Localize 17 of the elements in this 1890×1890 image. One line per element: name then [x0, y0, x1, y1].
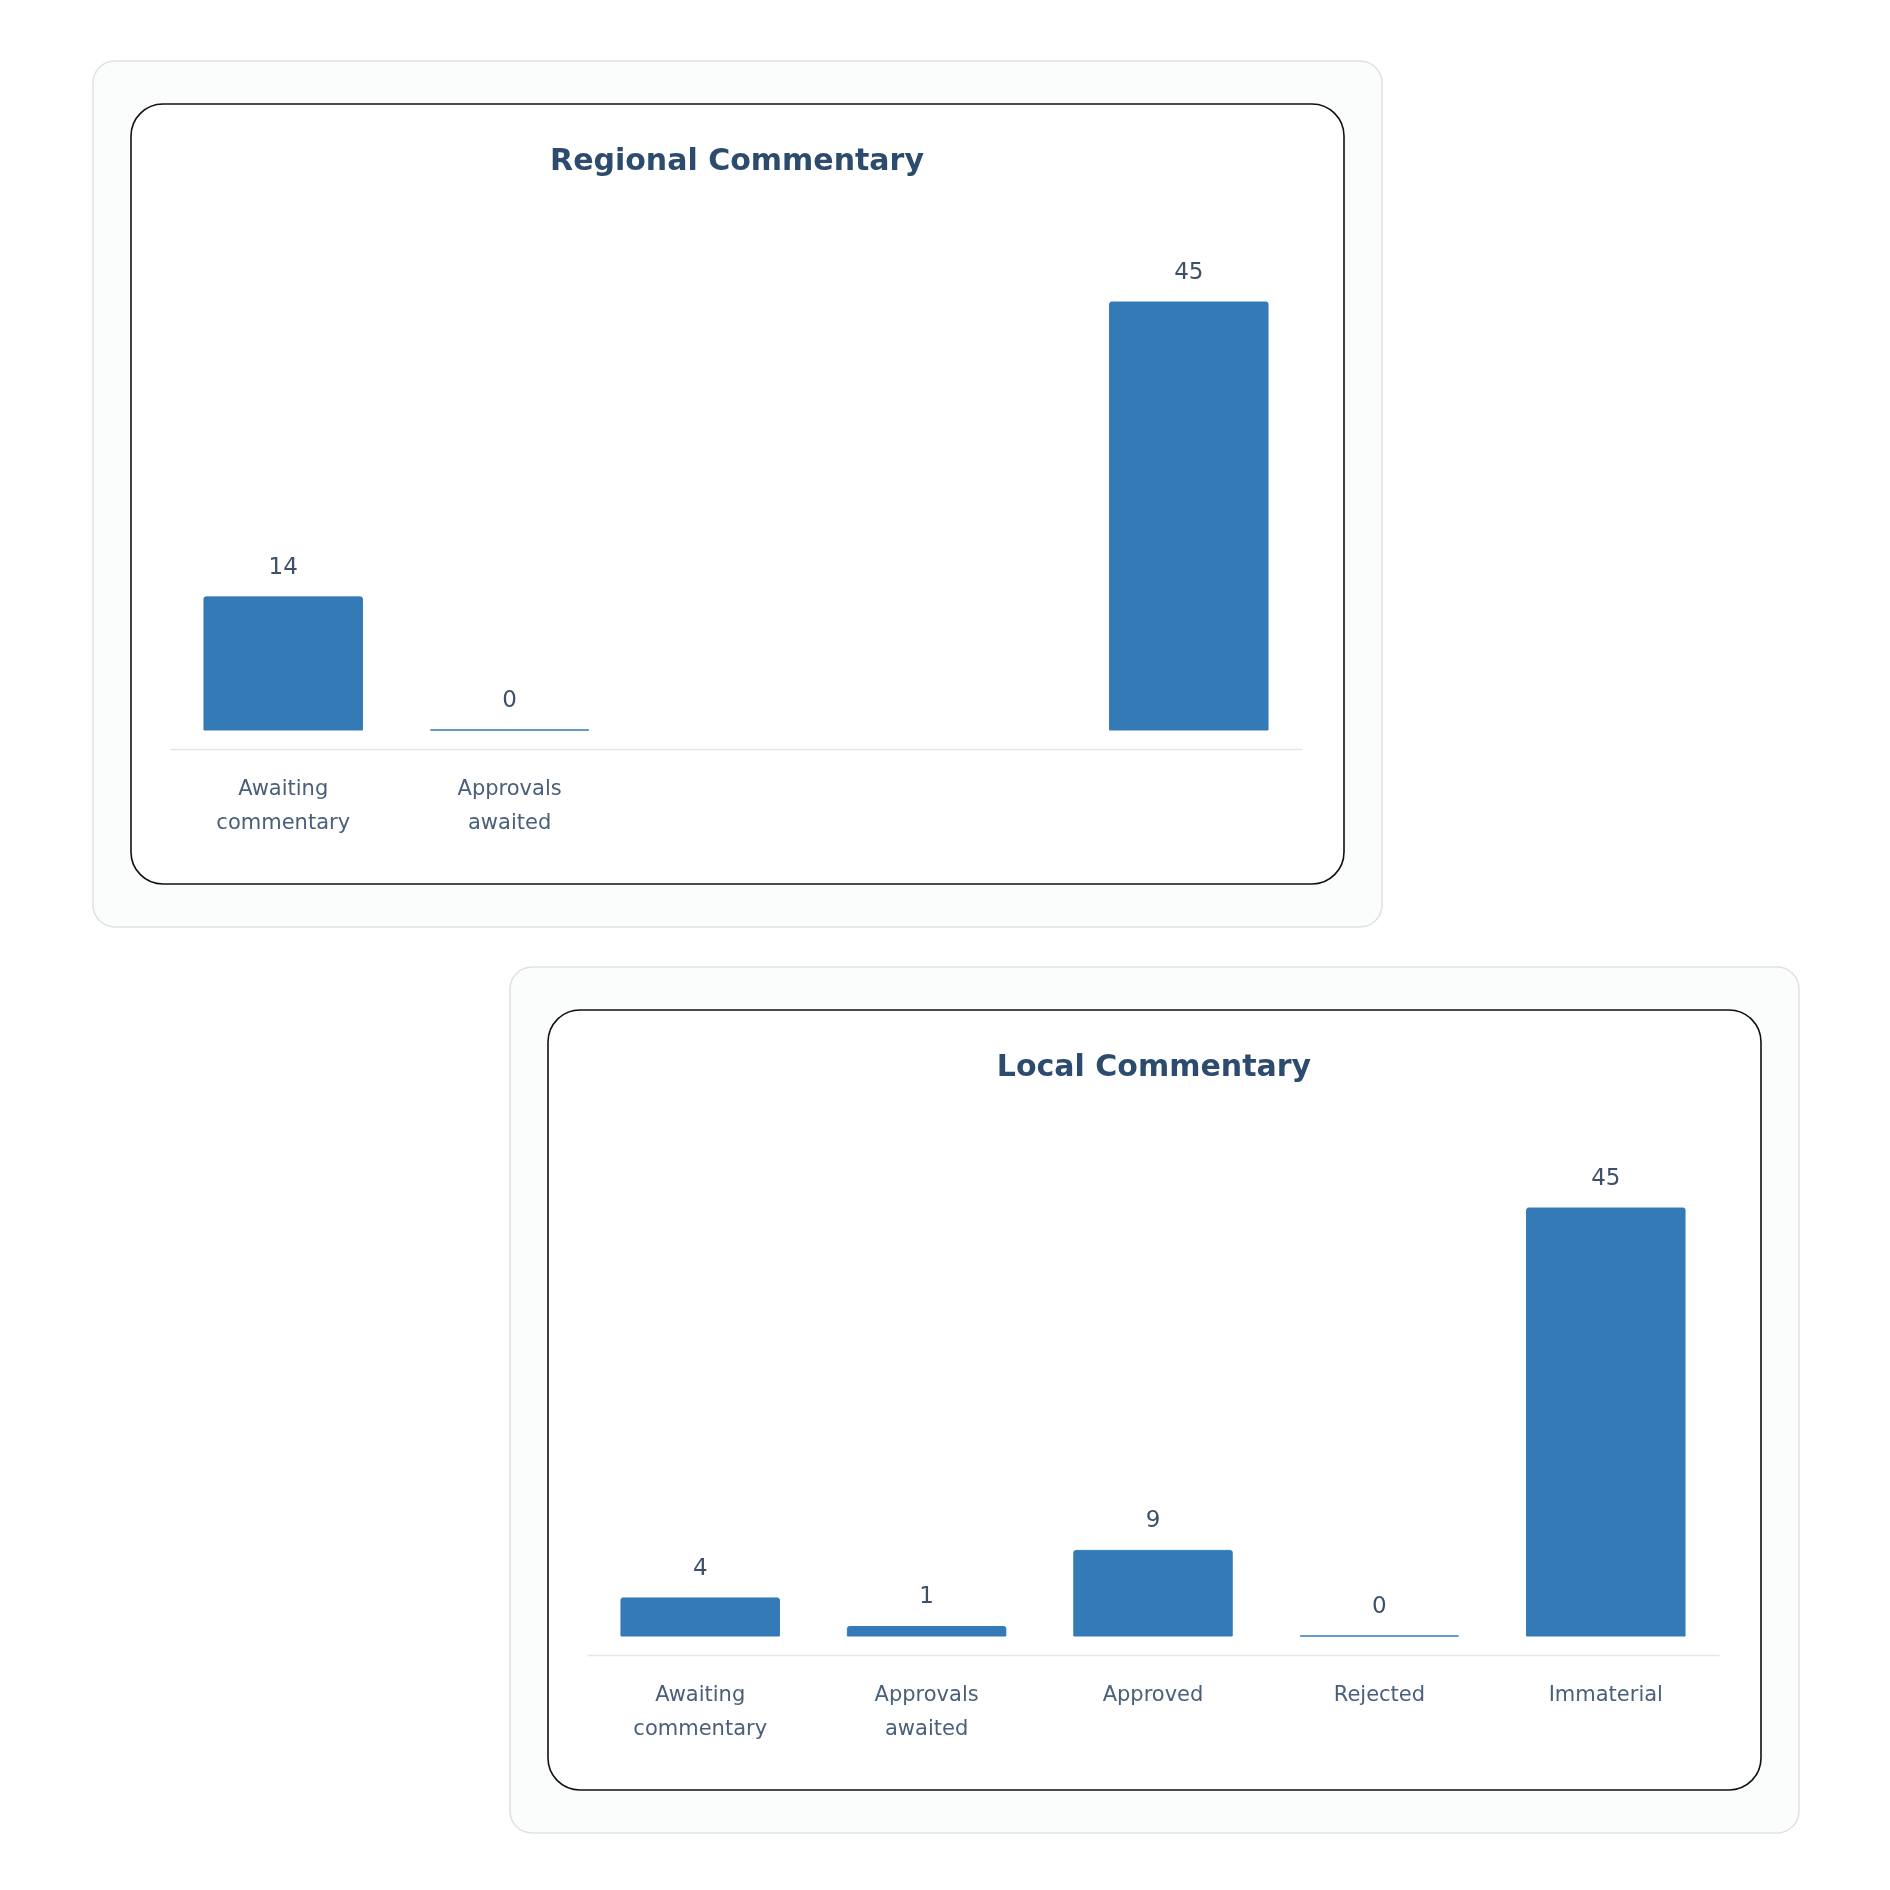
x-tick-label: Approvals awaited	[457, 775, 562, 834]
data-label: 14	[268, 552, 298, 579]
chart-title: Local Commentary	[996, 1048, 1312, 1083]
data-label: 1	[919, 1582, 934, 1609]
x-tick-label: Approved	[1102, 1681, 1204, 1706]
x-tick-label: Awaiting commentary	[633, 1681, 768, 1740]
data-label: 45	[1591, 1164, 1621, 1190]
data-label: 0	[1372, 1592, 1387, 1618]
x-tick-label: Rejected	[1333, 1681, 1426, 1706]
data-label: 9	[1145, 1506, 1161, 1533]
data-label: 4	[692, 1553, 708, 1580]
x-tick-label: Approvals awaited	[874, 1681, 979, 1740]
chart-title: Regional Commentary	[550, 142, 925, 177]
x-tick-label: Immaterial	[1548, 1681, 1663, 1706]
x-tick-label: Awaiting commentary	[216, 775, 351, 834]
data-label: 0	[502, 686, 517, 712]
data-label: 45	[1174, 258, 1204, 284]
